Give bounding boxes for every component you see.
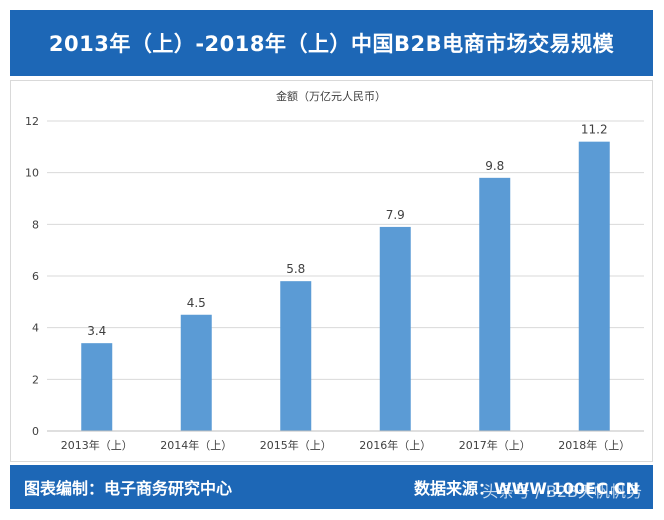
x-tick-label: 2018年（上） — [558, 438, 630, 452]
x-tick-label: 2014年（上） — [160, 438, 232, 452]
bar — [280, 281, 312, 431]
y-tick-label: 10 — [25, 167, 39, 180]
x-tick-label: 2015年（上） — [260, 438, 332, 452]
y-tick-label: 2 — [32, 373, 39, 386]
bar — [81, 343, 113, 431]
x-tick-label: 2017年（上） — [459, 438, 531, 452]
y-axis-title: 金额（万亿元人民币） — [276, 89, 386, 103]
bar — [180, 314, 212, 431]
footer-banner: 图表编制：电子商务研究中心 数据来源：WWW.100EC.CN — [10, 465, 653, 509]
title-banner: 2013年（上）-2018年（上）中国B2B电商市场交易规模 — [10, 10, 653, 76]
y-tick-label: 8 — [32, 218, 39, 231]
y-tick-label: 12 — [25, 115, 39, 128]
bar — [578, 141, 610, 431]
watermark: 头条号 / B2B天帆帆务 — [482, 482, 642, 501]
chart-panel: 金额（万亿元人民币） 0 2 4 6 8 10 12 3.4 4.5 5.8 7.9 9.8 11.2… — [10, 80, 653, 462]
data-label: 5.8 — [286, 262, 305, 276]
data-label: 9.8 — [485, 159, 504, 173]
data-label: 11.2 — [581, 123, 608, 137]
data-label: 4.5 — [187, 296, 206, 310]
x-tick-label: 2016年（上） — [359, 438, 431, 452]
y-tick-label: 4 — [32, 322, 39, 335]
y-tick-label: 6 — [32, 270, 39, 283]
x-tick-label: 2013年（上） — [61, 438, 133, 452]
footer-compiled-by: 图表编制：电子商务研究中心 — [24, 479, 233, 498]
chart-title: 2013年（上）-2018年（上）中国B2B电商市场交易规模 — [48, 32, 615, 56]
bar — [479, 177, 511, 431]
bar — [379, 226, 411, 431]
data-label: 7.9 — [386, 208, 405, 222]
bar-chart: 金额（万亿元人民币） 0 2 4 6 8 10 12 3.4 4.5 5.8 7.9 9.8 11.2… — [25, 89, 644, 452]
data-label: 3.4 — [87, 324, 106, 338]
y-tick-label: 0 — [32, 425, 39, 438]
footer-data-source: 数据来源：WWW.100EC.CN — [413, 479, 639, 498]
